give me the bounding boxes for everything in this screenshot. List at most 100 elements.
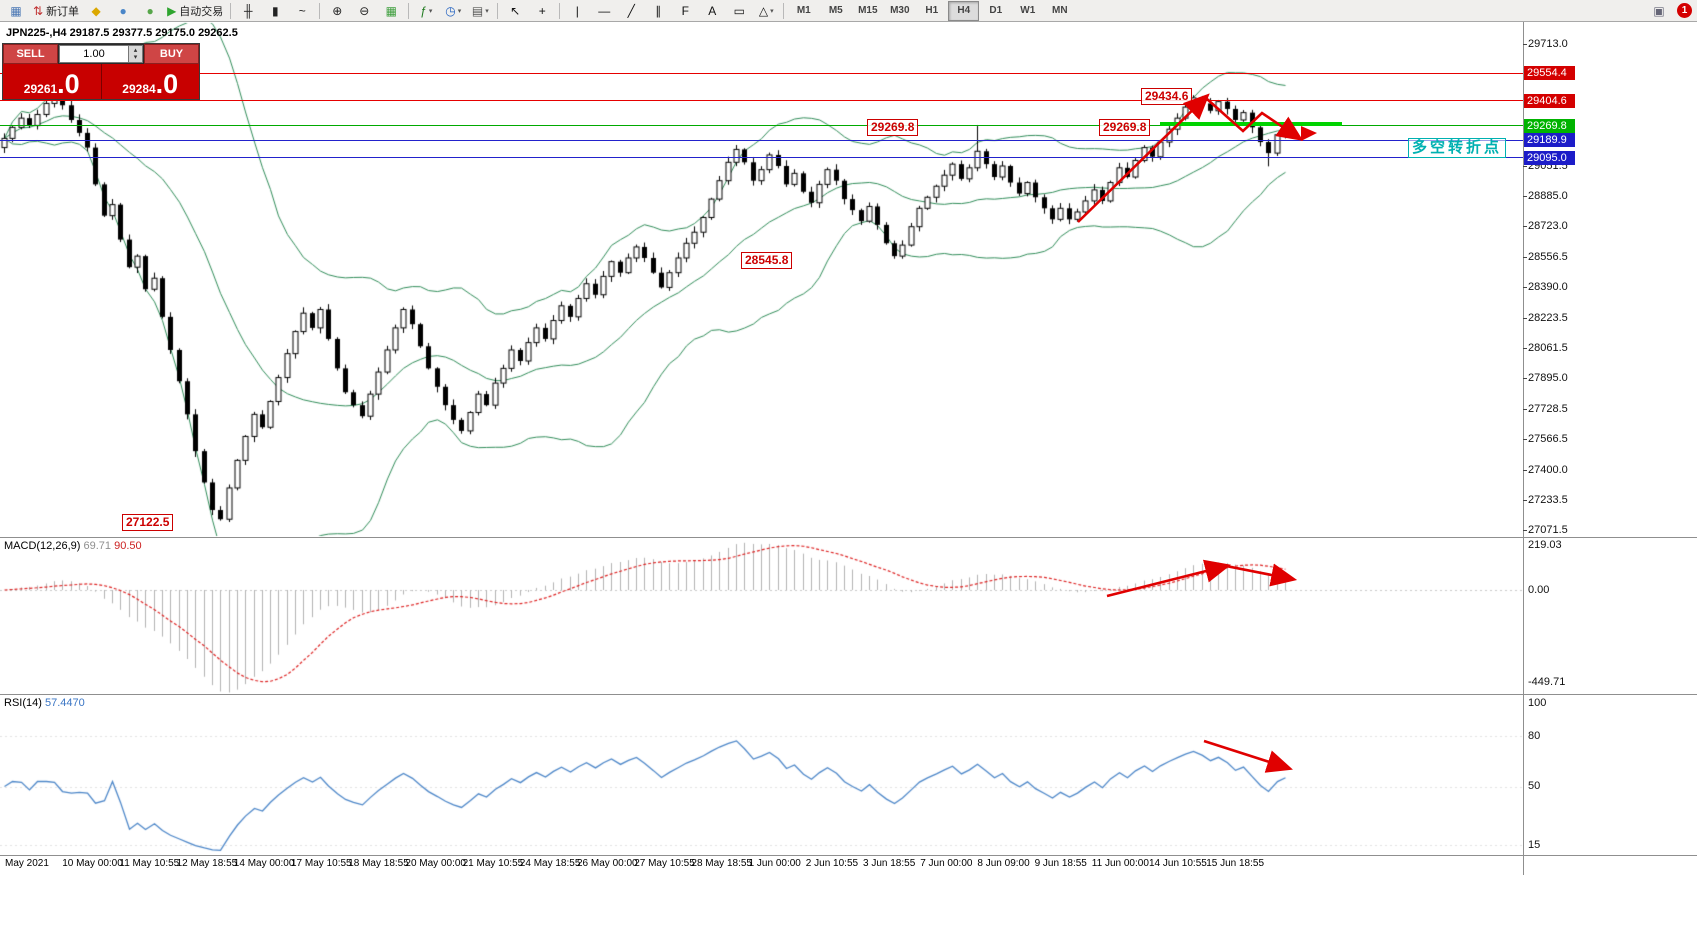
bar-chart-icon[interactable]: ╫ [235,1,261,21]
fullscreen-icon[interactable]: ▣ [1646,1,1672,21]
periods-button[interactable]: ◷ ▾ [440,1,466,21]
timeframe-m5[interactable]: M5 [828,5,843,16]
timeframe-m15[interactable]: M15 [858,5,878,16]
time-axis-label: 24 May 18:55 [519,858,581,869]
horizontal-line-icon[interactable]: — [591,1,617,21]
cursor-icon: ↖ [510,3,521,18]
zoom-in-icon[interactable]: ⊕ [324,1,350,21]
toolbar-separator [408,2,410,19]
buy-price[interactable]: 29284 .0 [102,71,200,99]
support-segment-thick[interactable] [1160,122,1342,127]
new-order-label: 新订单 [46,5,80,18]
price-axis-badge: 29269.8 [1524,118,1575,133]
indicators-icon: ƒ [420,3,427,18]
indicators-button[interactable]: ƒ ▾ [413,1,439,21]
tile-windows-icon[interactable]: ▦ [378,1,404,21]
lot-decrease-icon[interactable]: ▾ [133,54,138,61]
vertical-line-icon[interactable]: | [564,1,590,21]
price-annotation-label[interactable]: 29269.8 [1099,119,1151,136]
chevron-down-icon: ▾ [770,7,774,15]
price-axis-badge: 29095.0 [1524,150,1575,165]
price-axis-tick-mark [1523,438,1527,440]
lot-spinner[interactable]: ▴ ▾ [129,45,143,63]
time-axis-label: 17 May 10:55 [291,858,352,869]
rsi-axis-tick: 50 [1528,780,1541,792]
price-axis-tick: 28390.0 [1528,281,1568,294]
time-axis-label: 11 May 10:55 [119,858,180,869]
macd-panel-separator[interactable] [0,537,1697,538]
templates-button[interactable]: ▤ ▾ [467,1,493,21]
price-axis-tick: 27233.5 [1528,494,1568,507]
price-annotation-label[interactable]: 29269.8 [867,119,919,136]
buy-button[interactable]: BUY [144,44,199,64]
price-axis-tick-mark [1523,500,1527,502]
rsi-axis-tick: 80 [1528,730,1541,742]
timeframe-d1[interactable]: D1 [989,5,1003,16]
rsi-panel-separator[interactable] [0,694,1697,695]
price-axis-badge: 29554.4 [1524,66,1575,81]
cursor-icon[interactable]: ↖ [502,1,528,21]
time-axis-label: 1 Jun 00:00 [748,858,801,869]
trendline-icon[interactable]: ╱ [618,1,644,21]
price-axis-tick: 27566.5 [1528,432,1568,445]
trade-prices-row: 29261 .0 29284 .0 [3,64,199,99]
new-order-button[interactable]: ⇅ 新订单 [30,1,82,21]
timeframe-h4[interactable]: H4 [948,0,980,21]
crosshair-icon[interactable]: + [529,1,555,21]
chart-window-icon[interactable]: ▦ [3,1,29,21]
notification-badge[interactable]: 1 [1677,3,1692,18]
price-annotation-label[interactable]: 27122.5 [122,514,174,531]
rsi-axis-tick: 100 [1528,697,1547,709]
lot-increase-icon[interactable]: ▴ [133,47,138,54]
timeframe-w1[interactable]: W1 [1020,5,1036,16]
support-line-1[interactable] [0,139,1523,141]
community-icon[interactable]: ● [137,1,163,21]
resistance-line-2[interactable] [0,100,1523,102]
price-axis-tick: 29713.0 [1528,38,1568,50]
level-line-green[interactable] [0,125,1523,127]
turning-point-label[interactable]: 多空转折点 [1408,138,1507,158]
autotrade-button[interactable]: ▶ 自动交易 [164,1,226,21]
channel-icon[interactable]: ∥ [645,1,671,21]
timeframe-m1[interactable]: M1 [796,5,811,16]
text-icon[interactable]: A [699,1,725,21]
line-chart-icon[interactable]: ~ [289,1,315,21]
fibonacci-icon[interactable]: F [672,1,698,21]
time-axis-label: 14 May 00:00 [233,858,295,869]
sell-button[interactable]: SELL [3,44,58,64]
profile-icon[interactable]: ● [110,1,136,21]
price-annotation-label[interactable]: 29434.6 [1141,88,1193,105]
time-axis-separator [0,855,1697,856]
candlestick-chart-icon[interactable]: ▮ [262,1,288,21]
support-line-2[interactable] [0,157,1523,159]
shapes-button[interactable]: △ ▾ [753,1,779,21]
price-axis[interactable]: 29713.0 29051.5 28885.0 28723.0 28556.5 28390… [1523,22,1697,875]
time-axis-label: 28 May 18:55 [691,858,752,869]
shapes-icon: △ [758,3,769,18]
profile-icon: ● [119,3,127,18]
resistance-line-1[interactable] [0,72,1523,74]
time-axis-label: 2 Jun 10:55 [805,858,859,869]
zoom-in-icon: ⊕ [332,3,343,18]
zoom-out-icon[interactable]: ⊖ [351,1,377,21]
crosshair-icon: + [538,3,546,18]
timeframe-mn[interactable]: MN [1052,5,1068,16]
community-icon: ● [146,3,154,18]
timeframe-m30[interactable]: M30 [890,5,910,16]
lot-size-input[interactable] [59,45,129,63]
macd-axis-tick: 0.00 [1528,584,1550,596]
time-axis-label: 26 May 00:00 [577,858,638,869]
sell-price[interactable]: 29261 .0 [3,71,101,99]
chevron-down-icon: ▾ [457,7,462,15]
price-annotation-label[interactable]: 28545.8 [741,252,793,269]
rsi-indicator-label: RSI(14) 57.4470 [4,697,85,709]
timeframe-h1[interactable]: H1 [925,5,939,16]
favorites-icon[interactable]: ◆ [83,1,109,21]
price-axis-tick-mark [1523,256,1527,258]
toolbar-right-group: ▣ 1 [1646,1,1694,21]
time-axis-label: 27 May 10:55 [634,858,695,869]
time-axis-label: 8 Jun 09:00 [977,858,1030,869]
label-icon[interactable]: ▭ [726,1,752,21]
sell-price-int: 29261 [23,82,58,96]
toolbar-separator [783,2,785,19]
